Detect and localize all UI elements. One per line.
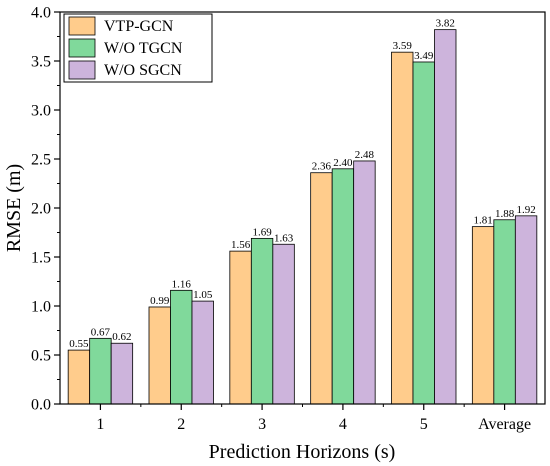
bar (493, 219, 516, 405)
data-label: 3.49 (414, 50, 434, 62)
data-label: 1.69 (252, 226, 272, 238)
bar (310, 172, 333, 405)
bars-layer (67, 29, 538, 405)
data-label: 0.99 (150, 295, 170, 307)
bar (250, 237, 274, 405)
y-tick-label: 3.0 (31, 103, 51, 120)
data-label: 3.59 (393, 40, 413, 52)
bar (514, 215, 538, 405)
x-axis: 1 2 3 4 5 Average (96, 404, 531, 433)
bar (412, 61, 435, 405)
y-tick-label: 0.5 (31, 348, 51, 365)
bar (148, 306, 171, 405)
x-tick-label: Average (478, 416, 531, 433)
x-tick-label: 1 (96, 416, 104, 433)
y-tick-label: 4.0 (31, 5, 51, 22)
y-tick-label: 2.5 (31, 152, 51, 169)
data-label: 1.16 (172, 278, 192, 290)
bar (331, 168, 355, 405)
bar (229, 250, 252, 405)
x-tick-label: 2 (177, 416, 185, 433)
x-tick-label: 5 (420, 416, 428, 433)
y-tick-label: 1.5 (31, 250, 51, 267)
x-tick-label: 3 (258, 416, 266, 433)
legend-swatch (68, 38, 96, 58)
data-label: 3.82 (436, 18, 455, 30)
legend: VTP-GCN W/O TGCN W/O SGCN (63, 13, 213, 83)
bar (67, 349, 91, 405)
x-axis-title: Prediction Horizons (s) (209, 441, 396, 463)
data-label: 1.81 (473, 215, 492, 227)
bar (272, 243, 295, 405)
bar (353, 160, 376, 405)
legend-label: W/O TGCN (104, 40, 183, 57)
data-label: 2.40 (333, 157, 353, 169)
legend-swatch (68, 60, 96, 80)
data-labels-layer: 0.55 0.99 1.56 2.36 3.59 1.81 0.67 1.16 1.69 2.40… (69, 18, 535, 350)
legend-swatch (68, 16, 96, 36)
x-tick-label: 4 (339, 416, 347, 433)
y-tick-label: 3.5 (31, 54, 51, 71)
data-label: 1.63 (274, 232, 294, 244)
data-label: 1.92 (516, 204, 535, 216)
legend-label: W/O SGCN (104, 62, 182, 79)
bar (89, 337, 112, 405)
data-label: 2.48 (355, 149, 375, 161)
data-label: 2.36 (312, 161, 332, 173)
bar (170, 289, 193, 405)
y-axis: 0.0 0.5 1.0 1.5 2.0 2.5 3.0 3.5 4.0 (31, 5, 60, 414)
data-label: 0.62 (112, 331, 131, 343)
data-label: 1.56 (231, 239, 251, 251)
bar (110, 342, 134, 405)
bar (434, 29, 457, 405)
bar (191, 300, 214, 405)
data-label: 1.88 (495, 208, 515, 220)
y-tick-label: 0.0 (31, 397, 51, 414)
data-label: 0.67 (91, 326, 111, 338)
bar (471, 226, 495, 405)
legend-label: VTP-GCN (104, 18, 174, 35)
bar (391, 51, 414, 405)
y-tick-label: 1.0 (31, 299, 51, 316)
data-label: 0.55 (69, 338, 89, 350)
y-tick-label: 2.0 (31, 201, 51, 218)
y-axis-title: RMSE (m) (3, 164, 25, 252)
data-label: 1.05 (193, 289, 213, 301)
